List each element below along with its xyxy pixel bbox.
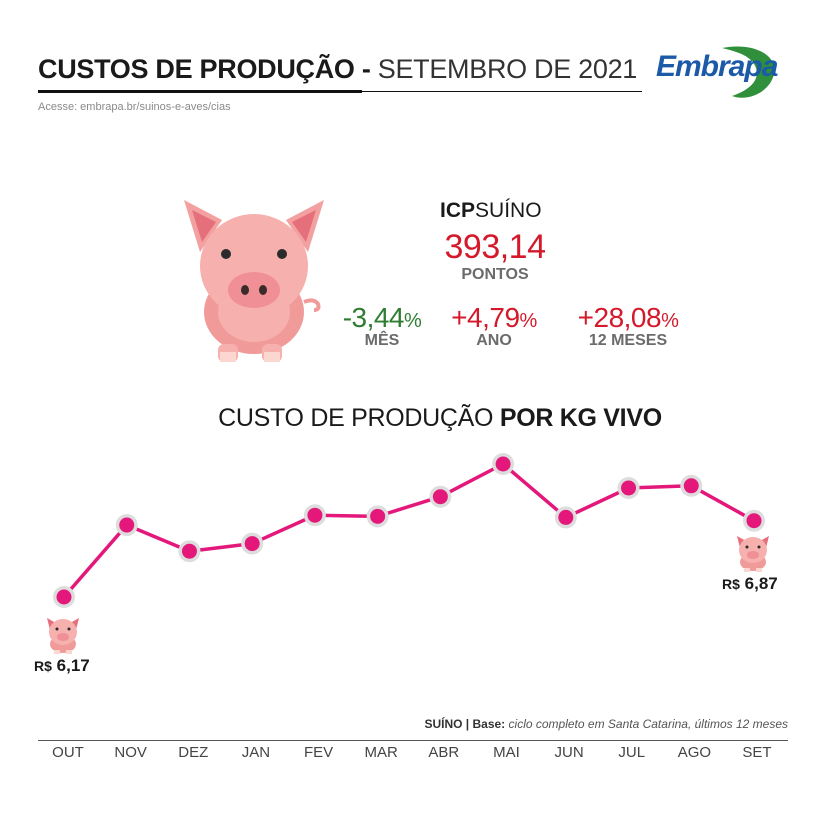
data-point-dot [370,508,386,524]
data-point-mai [492,453,515,475]
data-point-dot [244,536,260,552]
price-start-value: 6,17 [56,656,90,675]
data-point-set [743,509,765,532]
metric-12m-value: +28,08 [577,302,662,333]
x-tick-label: OUT [52,744,84,761]
x-tick-label: AGO [677,744,712,761]
price-label-end: R$ 6,87 [722,574,778,594]
x-axis-line [38,740,788,741]
data-point-abr [429,485,452,508]
metric-year-pct: % [519,310,538,332]
title-period: SETEMBRO DE 2021 [377,54,638,84]
x-tick-label: JUL [618,744,646,761]
price-label-start: R$ 6,17 [34,656,90,676]
data-point-jul [617,476,640,499]
icp-unit: PONTOS [461,266,529,283]
data-point-dez [178,540,201,563]
metric-12-months: +28,08% 12 MESES [558,302,698,350]
icp-label: ICPSUÍNO [440,199,542,223]
data-point-jan [241,532,264,555]
x-tick-label: ABR [428,744,460,761]
data-point-nov [115,514,138,537]
chart-point-layer [53,453,765,608]
chart-footnote: SUÍNO | Base: ciclo completo em Santa Ca… [300,717,788,731]
chart-title: CUSTO DE PRODUÇÃO POR KG VIVO [0,404,820,433]
small-pig-start-icon [47,618,79,654]
data-point-dot [56,589,72,605]
data-point-dot [119,517,135,533]
metric-12m-label: 12 MESES [588,332,668,349]
data-point-dot [683,478,699,494]
x-tick-label: SET [742,744,772,761]
data-point-mar [366,505,389,528]
pig-illustration [184,200,324,362]
price-start-currency: R$ [34,658,52,674]
data-point-dot [495,456,511,472]
x-tick-label: FEV [303,744,334,761]
metric-month-pct: % [404,310,422,332]
title-underline-thin [362,91,642,92]
x-tick-label: MAR [364,744,398,761]
footnote-italic: ciclo completo em Santa Catarina, último… [508,717,788,731]
page-title: CUSTOS DE PRODUÇÃO - SETEMBRO DE 2021 [38,52,637,86]
data-point-out [53,586,75,608]
data-point-dot [432,489,448,505]
icp-value: 393,14 [444,228,547,266]
metric-month-label: MÊS [364,332,400,349]
x-tick-label: NOV [114,744,147,761]
data-point-dot [307,507,323,523]
title-underline [38,90,362,93]
data-point-dot [621,480,637,496]
title-main: CUSTOS DE PRODUÇÃO - [38,54,371,84]
price-end-currency: R$ [722,576,740,592]
chart-line-layer [62,462,755,599]
embrapa-logo: Embrapa [656,44,796,100]
metric-year: +4,79% ANO [424,302,564,350]
metric-12m-pct: % [661,310,679,332]
metric-year-label: ANO [476,332,512,349]
data-point-dot [181,543,197,559]
data-point-dot [558,509,574,525]
logo-swoosh-icon [722,46,775,98]
metric-month: -3,44% MÊS [312,302,452,350]
x-tick-label: JUN [554,744,584,761]
x-tick-label: JAN [241,744,271,761]
data-point-jun [554,506,577,529]
x-tick-label: DEZ [178,744,209,761]
icp-label-rest: SUÍNO [475,199,542,222]
chart-title-light: CUSTO DE PRODUÇÃO [218,404,494,432]
chart-title-bold: POR KG VIVO [499,404,662,432]
price-end-value: 6,87 [744,574,778,593]
source-link[interactable]: Acesse: embrapa.br/suinos-e-aves/cias [38,101,231,113]
series-line [62,462,755,599]
footnote-bold: SUÍNO | Base: [424,717,506,731]
data-point-ago [680,474,703,497]
data-point-fev [303,504,326,527]
logo-text: Embrapa [656,50,778,83]
metric-year-value: +4,79 [451,302,520,333]
x-tick-label: MAI [493,744,520,761]
icp-label-bold: ICP [440,199,476,222]
data-point-dot [746,513,762,529]
metric-month-value: -3,44 [342,302,405,333]
small-pig-end-icon [737,536,769,572]
